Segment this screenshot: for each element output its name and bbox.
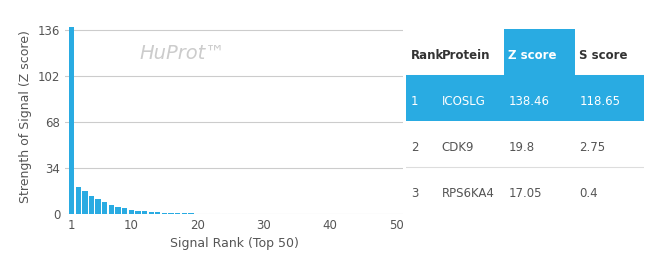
Text: CDK9: CDK9: [442, 141, 474, 154]
FancyBboxPatch shape: [406, 75, 644, 121]
Bar: [89, 196, 94, 214]
Bar: [142, 211, 147, 214]
Text: 0.4: 0.4: [579, 187, 598, 200]
Text: 138.46: 138.46: [508, 95, 549, 108]
Text: 3: 3: [411, 187, 419, 200]
Text: Protein: Protein: [442, 49, 490, 62]
Bar: [75, 187, 81, 214]
Bar: [148, 212, 154, 214]
Text: 2: 2: [411, 141, 419, 154]
Text: 19.8: 19.8: [508, 141, 534, 154]
Text: 1: 1: [411, 95, 419, 108]
Text: HuProt™: HuProt™: [139, 44, 225, 63]
Text: 118.65: 118.65: [579, 95, 621, 108]
Bar: [83, 191, 88, 214]
Bar: [175, 213, 180, 214]
Text: 2.75: 2.75: [579, 141, 606, 154]
Text: 17.05: 17.05: [508, 187, 541, 200]
Bar: [96, 199, 101, 214]
Bar: [102, 202, 107, 214]
Y-axis label: Strength of Signal (Z score): Strength of Signal (Z score): [20, 30, 32, 203]
Text: S score: S score: [579, 49, 628, 62]
Bar: [181, 213, 187, 214]
Text: ICOSLG: ICOSLG: [442, 95, 486, 108]
Text: RPS6KA4: RPS6KA4: [442, 187, 495, 200]
Bar: [69, 27, 74, 214]
Text: Z score: Z score: [508, 49, 557, 62]
Bar: [188, 213, 194, 214]
Bar: [115, 207, 121, 214]
Bar: [129, 210, 134, 214]
Bar: [109, 205, 114, 214]
Bar: [122, 208, 127, 214]
Bar: [155, 212, 161, 214]
X-axis label: Signal Rank (Top 50): Signal Rank (Top 50): [170, 238, 298, 251]
Bar: [162, 213, 167, 214]
Bar: [135, 211, 140, 214]
FancyBboxPatch shape: [504, 29, 575, 75]
Text: Rank: Rank: [411, 49, 444, 62]
Bar: [168, 213, 174, 214]
Bar: [195, 213, 200, 214]
